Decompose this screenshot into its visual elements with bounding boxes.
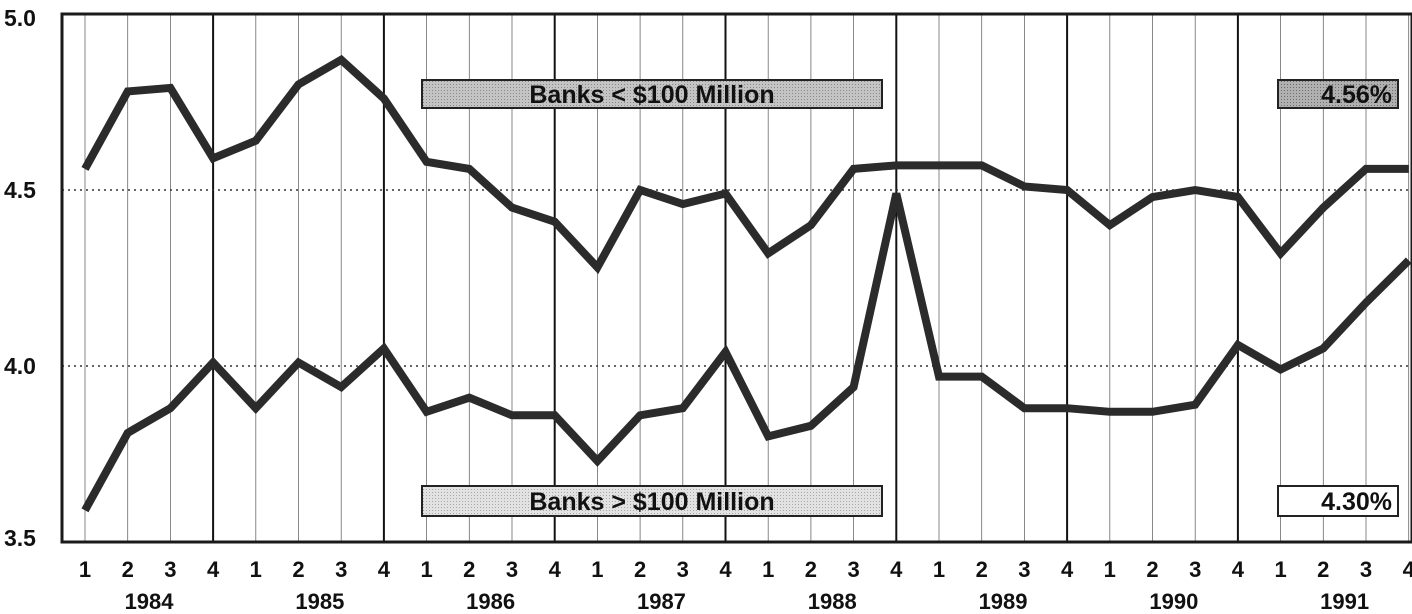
y-tick-label: 4.5 — [4, 177, 36, 203]
x-quarter-label: 3 — [164, 557, 176, 582]
x-quarter-label: 3 — [1189, 557, 1201, 582]
series-name-label: Banks < $100 Million — [529, 81, 774, 109]
x-quarter-label: 3 — [506, 557, 518, 582]
x-quarter-label: 2 — [634, 557, 646, 582]
x-quarter-label: 1 — [762, 557, 774, 582]
x-quarter-label: 2 — [805, 557, 817, 582]
x-year-label: 1988 — [808, 589, 857, 614]
x-quarter-label: 1 — [420, 557, 432, 582]
y-axis-ticks: 3.5 4.0 4.5 5.0 — [4, 5, 36, 551]
end-value-label: 4.56% — [1321, 81, 1392, 109]
x-quarter-label: 1 — [79, 557, 91, 582]
x-quarter-label: 1 — [1274, 557, 1286, 582]
x-quarter-label: 4 — [1232, 557, 1245, 582]
x-quarter-label: 2 — [122, 557, 134, 582]
series-line-small-banks — [81, 54, 1409, 275]
x-quarter-label: 1 — [933, 557, 945, 582]
series-line-large-banks — [81, 192, 1412, 513]
x-quarter-label: 2 — [1317, 557, 1329, 582]
x-quarter-label: 1 — [591, 557, 603, 582]
x-quarter-label: 2 — [292, 557, 304, 582]
series-label-box — [421, 485, 883, 517]
x-quarter-label: 4 — [719, 557, 732, 582]
x-quarter-label: 4 — [890, 557, 903, 582]
x-year-label: 1991 — [1320, 589, 1369, 614]
y-tick-label: 3.5 — [4, 525, 36, 551]
x-year-label: 1989 — [979, 589, 1028, 614]
x-quarter-label: 3 — [847, 557, 859, 582]
y-tick-label: 5.0 — [4, 5, 36, 31]
x-quarter-label: 4 — [549, 557, 562, 582]
end-value-badge — [1277, 79, 1399, 109]
x-quarter-label: 4 — [1061, 557, 1074, 582]
x-quarter-label: 3 — [1018, 557, 1030, 582]
end-value-badge — [1277, 485, 1399, 517]
x-quarter-label: 1 — [1104, 557, 1116, 582]
plot-frame — [60, 12, 1412, 544]
series-lines — [81, 54, 1412, 513]
x-quarter-label: 3 — [335, 557, 347, 582]
x-year-label: 1984 — [125, 589, 175, 614]
x-quarter-label: 3 — [1360, 557, 1372, 582]
x-quarter-label: 2 — [1146, 557, 1158, 582]
x-quarter-label: 4 — [207, 557, 220, 582]
x-year-label: 1986 — [466, 589, 515, 614]
x-quarter-label: 4 — [378, 557, 391, 582]
x-axis-year-labels: 1984 1985 1986 1987 1988 1989 1990 1991 — [125, 589, 1370, 614]
x-axis-quarter-labels: 1 2 3 4 1 2 3 4 1 2 3 4 1 2 3 4 1 2 3 4 1 2 3 4 1 2 3 4 1 2 3 4 — [79, 557, 1412, 582]
x-quarter-label: 2 — [463, 557, 475, 582]
end-value-label: 4.30% — [1321, 488, 1392, 516]
x-quarter-label: 4 — [1403, 557, 1412, 582]
series-label-box — [421, 79, 883, 109]
x-year-label: 1985 — [295, 589, 344, 614]
x-quarter-label: 1 — [250, 557, 262, 582]
y-tick-label: 4.0 — [4, 353, 36, 379]
series-name-label: Banks > $100 Million — [529, 488, 774, 516]
series-labels: Banks < $100 Million 4.56% Banks > $100 Mi… — [421, 79, 1399, 517]
x-quarter-label: 3 — [677, 557, 689, 582]
x-quarter-label: 2 — [976, 557, 988, 582]
x-year-label: 1990 — [1149, 589, 1198, 614]
x-year-label: 1987 — [637, 589, 686, 614]
